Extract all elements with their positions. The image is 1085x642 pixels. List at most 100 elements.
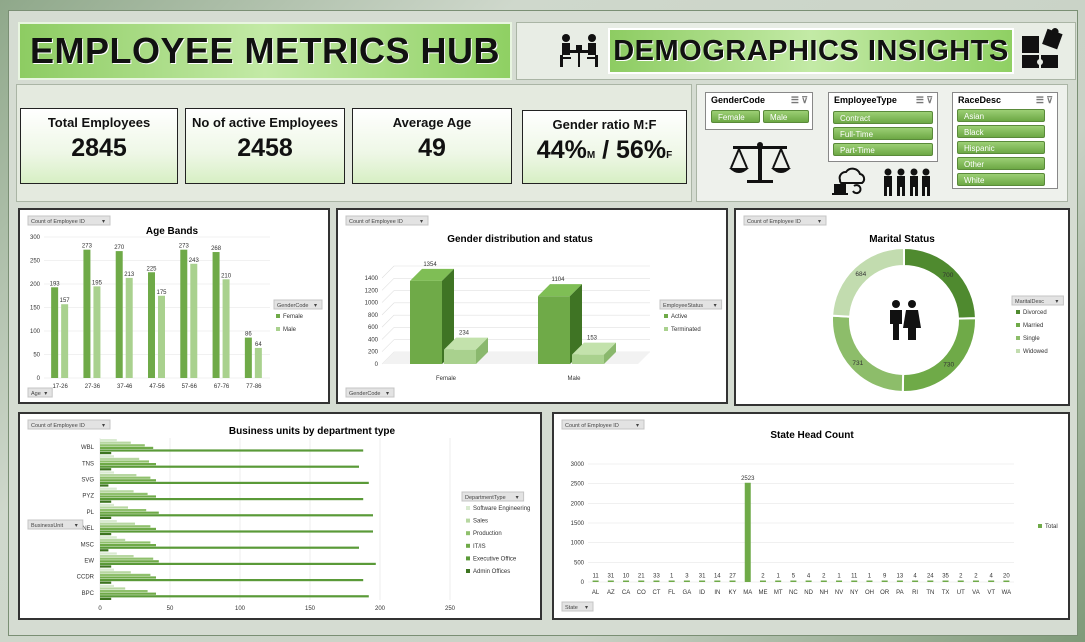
bar-sales: [100, 522, 135, 525]
x-tick-label: CT: [652, 590, 660, 596]
bar-software-engineering: [100, 568, 114, 571]
chart-age-bands-panel[interactable]: Count of Employee ID ▾ Age Bands 0 50 100 150 2…: [18, 208, 330, 404]
legend-swatch: [664, 327, 668, 331]
data-label: 193: [50, 281, 61, 287]
slicer-employee-type-item-part-time[interactable]: Part-Time: [833, 143, 933, 156]
slicer-race-item-hispanic[interactable]: Hispanic: [957, 141, 1045, 154]
legend-field-button[interactable]: EmployeeStatus ▾: [659, 299, 723, 310]
y-tick-label: 200: [368, 350, 379, 356]
bar-male: [61, 304, 69, 378]
axis-field-button[interactable]: Age ▾: [27, 387, 53, 398]
legend-field-button-label: GenderCode: [277, 303, 309, 309]
value-field-button[interactable]: Count of Employee ID ▾: [743, 215, 827, 226]
legend-label: IT/IS: [473, 544, 486, 550]
data-label: 4: [990, 574, 994, 580]
data-label: 730: [943, 361, 954, 368]
axis-field-button-label: State: [565, 605, 578, 611]
bar-software-engineering: [100, 439, 117, 442]
clear-filter-icon[interactable]: ☰ ⊽: [790, 95, 808, 105]
data-label: 35: [942, 574, 949, 580]
bar-production: [100, 492, 148, 495]
bar-total: [623, 580, 630, 582]
data-label: 2: [959, 574, 963, 580]
slicer-gender-item-female[interactable]: Female: [711, 110, 760, 123]
bar-total: [896, 580, 903, 582]
data-label: 273: [179, 244, 190, 250]
y-tick-label: EW: [84, 559, 94, 565]
kpi-total-employees-value: 2845: [71, 134, 127, 162]
bar-software-engineering: [100, 503, 114, 506]
clear-filter-icon[interactable]: ☰ ⊽: [915, 95, 933, 105]
bar-production: [100, 573, 151, 576]
y-tick-label: 0: [375, 362, 379, 368]
data-label: 731: [852, 360, 863, 367]
bar-side: [570, 284, 582, 364]
y-tick-label: 1000: [571, 541, 585, 547]
dropdown-arrow-icon: ▾: [516, 495, 519, 501]
slicer-race-item-other[interactable]: Other: [957, 157, 1045, 170]
clear-filter-icon[interactable]: ☰ ⊽: [1035, 95, 1053, 105]
bar-admin-offices: [100, 533, 112, 536]
chart-gender-status-panel[interactable]: Count of Employee ID ▾ Gender distribution…: [336, 208, 728, 404]
data-label: 175: [156, 290, 167, 296]
x-tick-label: 250: [445, 606, 456, 612]
bar-total: [820, 580, 827, 582]
bar-software-engineering: [100, 471, 114, 474]
bar-admin-offices: [100, 452, 112, 455]
chart-title: State Head Count: [770, 430, 854, 441]
legend-swatch: [276, 314, 280, 318]
legend-swatch: [1016, 310, 1020, 314]
x-tick-label: NH: [819, 590, 828, 596]
x-tick-label: 200: [375, 606, 386, 612]
kpi-total-employees-label: Total Employees: [47, 115, 151, 130]
y-tick-label: 300: [30, 235, 41, 241]
legend-field-button[interactable]: DepartmentType ▾: [461, 491, 525, 502]
value-field-button[interactable]: Count of Employee ID ▾: [27, 215, 111, 226]
y-tick-label: 600: [368, 325, 379, 331]
legend-label: Active: [671, 314, 688, 320]
legend-field-button[interactable]: MaritalDesc ▾: [1011, 295, 1064, 306]
slicer-employee-type-item-full-time[interactable]: Full-Time: [833, 127, 933, 140]
slicer-employee-type[interactable]: EmployeeType ☰ ⊽ Contract Full-Time Part-…: [828, 92, 938, 162]
bar-female: [148, 272, 155, 378]
data-label: 27: [729, 574, 736, 580]
data-label: 13: [897, 574, 904, 580]
dropdown-arrow-icon: ▾: [75, 523, 78, 529]
bar-active: [410, 280, 442, 364]
bar-total: [957, 580, 964, 582]
dropdown-arrow-icon: ▾: [636, 423, 639, 429]
slicer-race[interactable]: RaceDesc ☰ ⊽ Asian Black Hispanic Other W…: [952, 92, 1058, 189]
bar-software-engineering: [100, 536, 117, 539]
chart-state-headcount-panel[interactable]: Count of Employee ID ▾ State Head Count 0 50…: [552, 412, 1070, 620]
bar-total: [836, 580, 843, 582]
bar-executive-office: [100, 449, 364, 452]
chart-business-units-panel[interactable]: Count of Employee ID ▾ Business units by d…: [18, 412, 542, 620]
bar-female: [51, 287, 59, 378]
slicer-employee-type-item-contract[interactable]: Contract: [833, 111, 933, 124]
axis-field-button[interactable]: BusinessUnit ▾: [27, 519, 84, 530]
axis-field-button-bg: [561, 601, 594, 612]
bar-top: [538, 284, 582, 297]
legend-swatch: [664, 314, 668, 318]
slicer-race-item-white[interactable]: White: [957, 173, 1045, 186]
value-field-button[interactable]: Count of Employee ID ▾: [345, 215, 429, 226]
value-field-button[interactable]: Count of Employee ID ▾: [561, 419, 645, 430]
scale-icon: [727, 140, 793, 184]
slicer-gender-item-male[interactable]: Male: [763, 110, 809, 123]
slicer-race-item-black[interactable]: Black: [957, 125, 1045, 138]
legend-field-button-bg: [273, 299, 323, 310]
slicer-race-item-asian[interactable]: Asian: [957, 109, 1045, 122]
slicer-gender[interactable]: GenderCode ☰ ⊽ Female Male: [705, 92, 813, 130]
data-label: 20: [1003, 574, 1010, 580]
legend-field-button-bg: [461, 491, 525, 502]
bar-female: [244, 337, 252, 378]
bar-total: [683, 580, 690, 582]
bar-male: [158, 295, 165, 378]
dropdown-arrow-icon: ▾: [1055, 299, 1058, 305]
y-tick-label: WBL: [81, 445, 95, 451]
axis-field-button[interactable]: GenderCode ▾: [345, 387, 395, 398]
chart-marital-status-panel[interactable]: Count of Employee ID ▾ Marital Status 700 73…: [734, 208, 1070, 406]
legend-field-button[interactable]: GenderCode ▾: [273, 299, 323, 310]
value-field-button[interactable]: Count of Employee ID ▾: [27, 419, 111, 430]
axis-field-button[interactable]: State ▾: [561, 601, 594, 612]
